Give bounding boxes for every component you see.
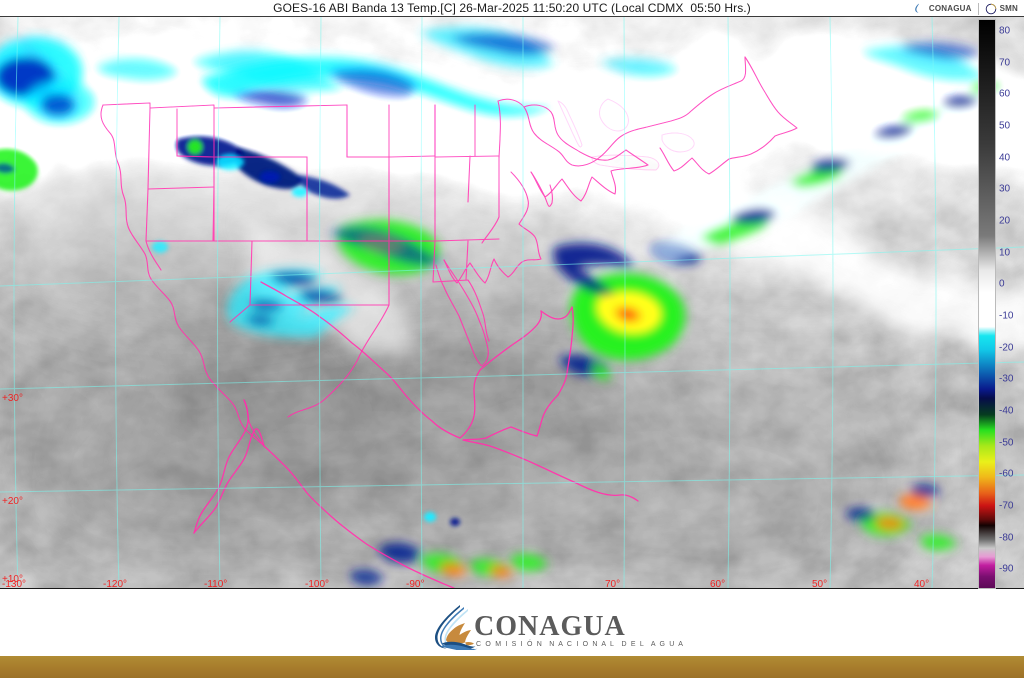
svg-text:-130°: -130° [2, 579, 26, 589]
svg-text:-120°: -120° [103, 579, 127, 589]
svg-text:+30°: +30° [2, 393, 23, 404]
svg-text:+20°: +20° [2, 496, 23, 507]
svg-text:70°: 70° [605, 579, 620, 589]
svg-text:-100°: -100° [305, 579, 329, 589]
svg-text:-110°: -110° [204, 579, 227, 589]
svg-text:-90°: -90° [406, 579, 424, 589]
svg-text:60°: 60° [710, 579, 725, 589]
svg-text:40°: 40° [914, 579, 929, 589]
svg-text:50°: 50° [812, 579, 827, 589]
